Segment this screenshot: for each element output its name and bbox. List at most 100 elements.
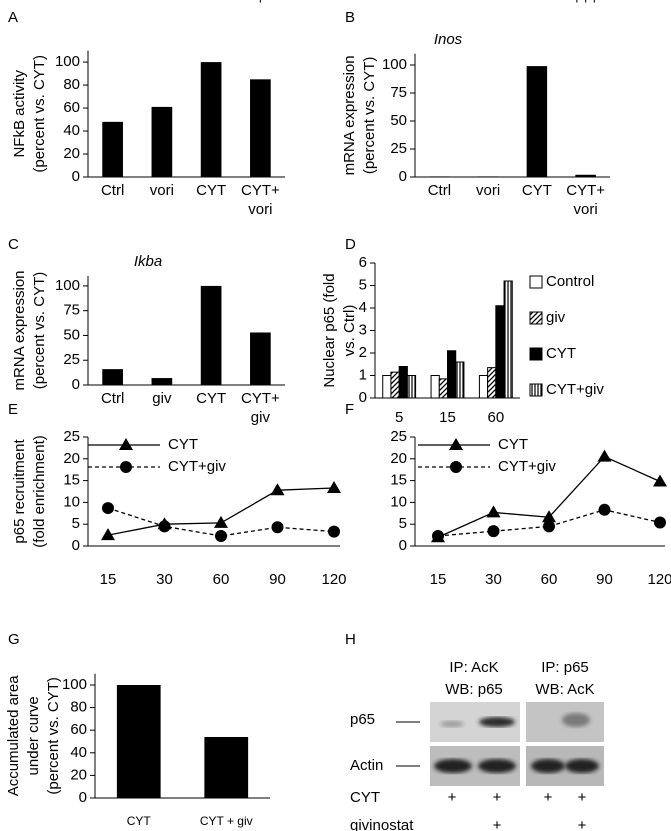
- y-tick-label: 50: [63, 326, 80, 343]
- x-tick-label: Ctrl: [100, 390, 125, 407]
- condition-mark: +: [578, 789, 587, 806]
- bar: [398, 366, 408, 399]
- y-tick-label: 10: [390, 493, 407, 510]
- y-tick-label: 100: [55, 277, 80, 294]
- panel-letter: F: [345, 401, 354, 418]
- marker: [102, 502, 114, 515]
- y-axis-label: (fold enrichment): [31, 435, 48, 548]
- y-tick-label: 15: [63, 472, 80, 489]
- marker: [597, 449, 612, 462]
- y-tick-label: 80: [63, 76, 80, 93]
- y-tick-label: 0: [399, 537, 407, 554]
- x-tick-label: vori: [149, 182, 174, 199]
- y-tick-label: 100: [55, 53, 80, 70]
- legend-label: CYT: [546, 345, 576, 362]
- y-tick-label: 100: [62, 676, 87, 693]
- legend-label: giv: [546, 309, 566, 326]
- bar: [102, 121, 123, 177]
- y-tick-label: 60: [70, 721, 87, 738]
- y-tick-label: 4: [359, 299, 367, 316]
- panel-letter: B: [345, 9, 355, 26]
- legend-swatch: [529, 311, 543, 325]
- marker: [214, 515, 228, 528]
- x-tick-label: CYT: [196, 390, 227, 407]
- legend-label: CYT+giv: [498, 458, 556, 475]
- bar: [477, 176, 499, 177]
- line: [107, 487, 335, 536]
- bar: [204, 736, 249, 798]
- bar: [575, 174, 596, 177]
- bar: [447, 350, 457, 399]
- bar: [116, 685, 161, 798]
- annotation: *: [257, 0, 263, 8]
- marker: [215, 529, 227, 542]
- condition-mark: +: [578, 817, 587, 831]
- bar: [151, 106, 173, 177]
- y-axis-label: Nuclear p65 (fold: [321, 273, 338, 387]
- x-tick-label: 90: [269, 571, 286, 588]
- line: [437, 509, 661, 537]
- y-axis-label: NFkB activity: [11, 70, 28, 158]
- x-tick-label: CYT: [521, 182, 552, 199]
- y-tick-label: 75: [390, 84, 407, 101]
- condition-mark: +: [493, 817, 502, 831]
- x-tick-label: 60: [541, 571, 558, 588]
- x-tick-label: giv: [152, 390, 172, 407]
- x-tick-label: Ctrl: [100, 182, 125, 199]
- bar: [390, 371, 400, 399]
- y-axis-label: (percent vs. CYT): [31, 272, 48, 390]
- panel-letter: D: [345, 236, 356, 253]
- y-tick-label: 0: [72, 376, 80, 393]
- legend-label: CYT+giv: [168, 458, 226, 475]
- y-tick-label: 10: [63, 493, 80, 510]
- marker: [653, 474, 667, 487]
- condition-label: CYT: [350, 789, 380, 806]
- panel-letter: H: [345, 631, 356, 648]
- x-tick-label: CYT+ vori: [240, 182, 280, 218]
- y-axis-label: under curve: [25, 696, 42, 775]
- annotation: +: [256, 0, 265, 8]
- bar: [200, 285, 222, 385]
- legend-label: CYT: [168, 436, 198, 453]
- y-axis-label: (percent vs. CYT): [31, 55, 48, 173]
- bar: [102, 369, 123, 385]
- x-tick-label: 5: [394, 409, 404, 426]
- y-tick-label: 0: [399, 168, 407, 185]
- bar: [495, 305, 505, 399]
- bar: [455, 361, 465, 399]
- marker: [654, 516, 666, 529]
- y-axis-label: Accumulated area: [5, 675, 22, 797]
- y-tick-label: 0: [72, 537, 80, 554]
- legend-marker: [449, 438, 463, 450]
- marker: [328, 525, 340, 538]
- annotation: +++: [572, 0, 599, 8]
- x-tick-label: CYT: [196, 182, 227, 199]
- y-axis-label: p65 recruitment: [11, 439, 28, 544]
- y-tick-label: 20: [63, 145, 80, 162]
- bar: [250, 332, 271, 385]
- y-tick-label: 0: [79, 789, 87, 806]
- legend-marker: [450, 461, 462, 473]
- y-tick-label: 0: [72, 168, 80, 185]
- marker: [432, 529, 444, 542]
- bar: [487, 367, 497, 399]
- panel-letter: C: [8, 236, 19, 253]
- y-tick-label: 0: [359, 389, 367, 406]
- condition-mark: +: [493, 789, 502, 806]
- legend-marker: [119, 438, 133, 450]
- bar: [151, 378, 173, 385]
- marker: [271, 521, 284, 534]
- subtitle: Ikba: [134, 253, 162, 270]
- bar: [526, 66, 548, 177]
- blot-header: WB: AcK: [535, 681, 594, 698]
- condition-mark: +: [448, 789, 457, 806]
- x-tick-label: 30: [156, 571, 173, 588]
- y-tick-label: 40: [63, 122, 80, 139]
- y-tick-label: 1: [359, 366, 367, 383]
- bar: [503, 280, 513, 399]
- y-axis-label: mRNA expression: [341, 55, 358, 175]
- marker: [158, 520, 171, 533]
- y-tick-label: 20: [70, 766, 87, 783]
